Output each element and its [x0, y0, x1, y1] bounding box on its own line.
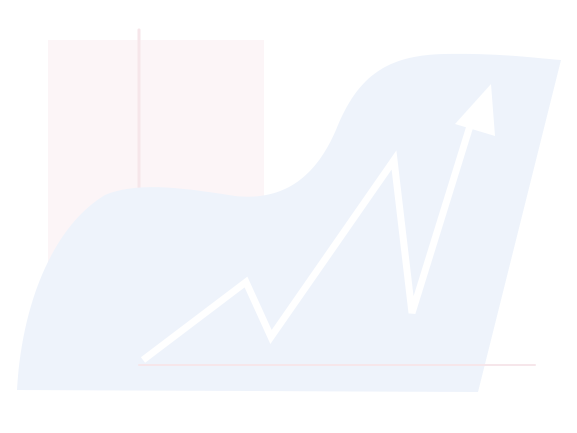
background-blob — [17, 53, 561, 392]
trend-up-arrow-icon — [455, 84, 495, 136]
trend-line — [140, 124, 474, 363]
